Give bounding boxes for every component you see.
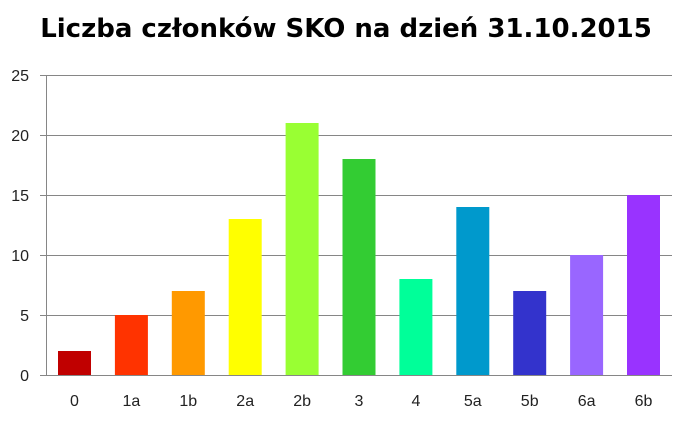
bar-1b — [171, 291, 205, 375]
x-tick-label: 1a — [123, 393, 141, 410]
bar-6b — [627, 195, 660, 375]
y-axis-ticks: 0 5 10 15 20 25 — [11, 68, 29, 385]
y-tick-label: 20 — [11, 128, 29, 145]
chart-title: Liczba członków SKO na dzień 31.10.2015 — [40, 14, 652, 44]
x-tick-label: 2b — [293, 393, 311, 410]
bar-6a — [570, 255, 604, 375]
bar-2b — [285, 123, 319, 375]
bar-2a — [228, 219, 262, 375]
x-tick-label: 1b — [179, 393, 197, 410]
x-axis-ticks: 0 1a 1b 2a 2b 3 4 5a 5b 6a 6b — [70, 393, 652, 410]
x-tick-label: 4 — [411, 393, 420, 410]
bars — [58, 123, 660, 375]
bar-5b — [513, 291, 547, 375]
x-tick-label: 0 — [70, 393, 79, 410]
y-tick-label: 15 — [11, 188, 29, 205]
y-tick-label: 25 — [11, 68, 29, 85]
bar-4 — [399, 279, 433, 375]
bar-5a — [456, 207, 490, 375]
x-tick-label: 6a — [578, 393, 596, 410]
y-tick-label: 10 — [11, 248, 29, 265]
y-tick-label: 5 — [20, 308, 29, 325]
bar-0 — [58, 351, 91, 375]
y-tick-label: 0 — [20, 368, 29, 385]
x-tick-label: 6b — [635, 393, 653, 410]
x-tick-label: 5b — [521, 393, 539, 410]
bar-1a — [114, 315, 148, 375]
x-tick-label: 2a — [236, 393, 254, 410]
x-tick-label: 3 — [355, 393, 364, 410]
bar-3 — [342, 159, 376, 375]
x-tick-label: 5a — [464, 393, 482, 410]
